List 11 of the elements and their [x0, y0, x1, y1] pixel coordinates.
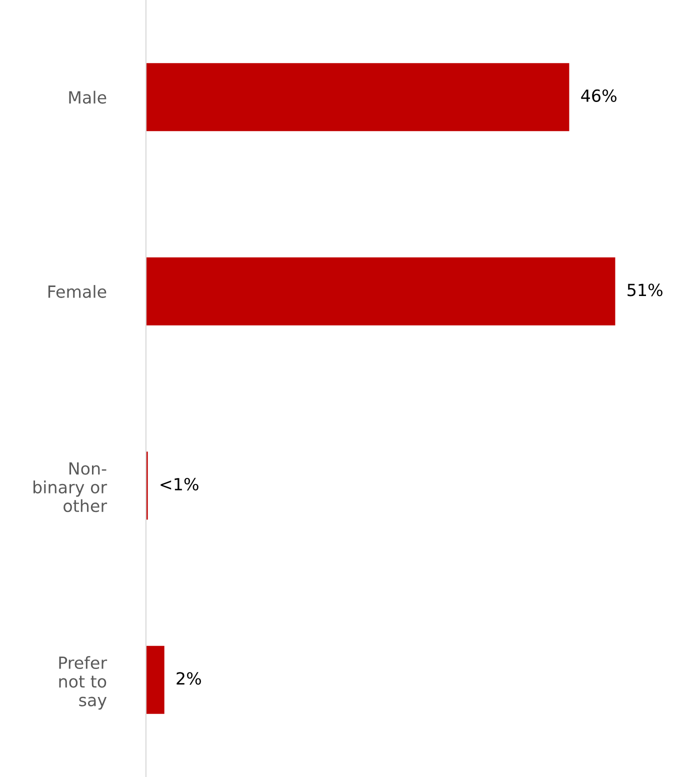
data-label: 51% — [628, 284, 662, 296]
bar — [146, 257, 616, 326]
bar — [146, 646, 164, 714]
y-tick-label: Prefer not to say — [59, 656, 108, 710]
data-label: 46% — [581, 89, 616, 102]
y-tick-label: Female — [48, 285, 106, 298]
y-tick-label: Male — [69, 90, 106, 104]
y-tick-label: Non- binary or other — [34, 462, 108, 512]
bar — [146, 63, 570, 132]
data-label: 2% — [176, 672, 201, 685]
data-label: <1% — [160, 478, 198, 490]
